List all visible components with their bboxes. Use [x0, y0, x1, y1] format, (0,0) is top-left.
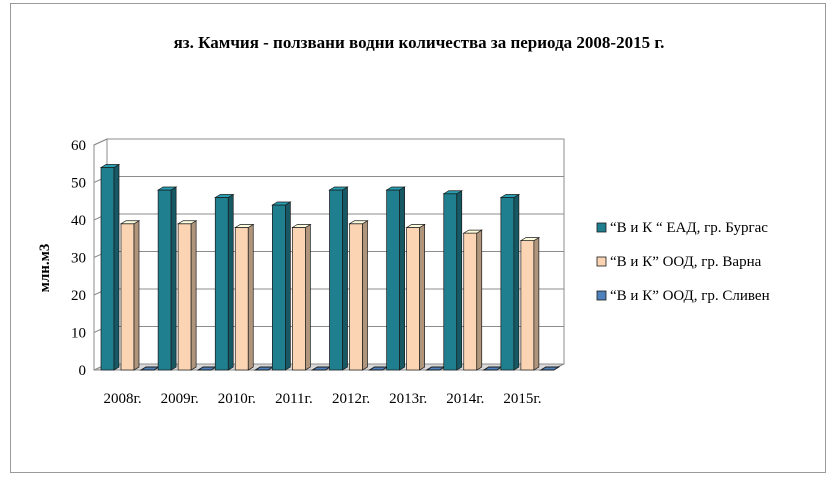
- bar-top: [119, 220, 141, 225]
- bar: [442, 190, 464, 371]
- bar-side: [342, 186, 348, 371]
- x-tick-label: 2013г.: [389, 391, 427, 407]
- y-tick-label: 50: [71, 176, 86, 192]
- x-tick-label: 2014г.: [446, 391, 484, 407]
- bar: [328, 186, 349, 371]
- chart-frame: яз. Камчия - ползвани водни количества з…: [10, 3, 826, 473]
- bar-front: [463, 232, 478, 371]
- bar-front: [292, 227, 306, 371]
- bar-top: [385, 186, 406, 191]
- bar-side: [285, 201, 291, 371]
- x-tick-label: 2012г.: [332, 391, 370, 407]
- bar: [213, 193, 235, 371]
- bar-front: [120, 223, 135, 371]
- bar-top: [291, 224, 312, 228]
- legend: “В и К “ ЕАД, гр. Бургас “В и К” ООД, гр.…: [596, 220, 770, 304]
- legend-item: “В и К “ ЕАД, гр. Бургас: [596, 220, 768, 236]
- bar-side: [170, 186, 177, 371]
- bar-side: [113, 163, 120, 371]
- bar: [99, 163, 121, 371]
- y-tick-label: 0: [79, 363, 87, 379]
- bar: [119, 220, 141, 371]
- plot-area: 0 10 20 30 40 50 60 2008г. 2009г. 2010г. 2011г. 201…: [71, 138, 565, 407]
- bar: [233, 223, 255, 371]
- bar-top: [271, 201, 292, 206]
- bar-side: [227, 193, 234, 371]
- bar: [271, 201, 292, 371]
- bar-front: [234, 227, 249, 371]
- bar-front: [500, 197, 515, 371]
- bar-top: [233, 224, 255, 228]
- bar-side: [456, 190, 463, 371]
- legend-swatch: [596, 222, 607, 233]
- legend-label: “В и К “ ЕАД, гр. Бургас: [610, 220, 768, 236]
- legend-label: “В и К” ООД, гр. Варна: [610, 254, 762, 270]
- bar-top: [462, 229, 484, 234]
- bar-side: [305, 223, 311, 371]
- bar: [348, 220, 369, 371]
- x-tick-label: 2008г.: [103, 391, 141, 407]
- y-tick-label: 40: [71, 213, 86, 229]
- bar-front: [386, 189, 400, 371]
- gridline: [93, 138, 564, 146]
- bar: [385, 186, 406, 371]
- bar-top: [519, 237, 541, 241]
- legend-item: “В и К” ООД, гр. Сливен: [596, 288, 770, 304]
- bar-top: [539, 366, 561, 371]
- bar-side: [513, 193, 520, 371]
- bar-side: [247, 223, 254, 371]
- bar-side: [190, 220, 197, 371]
- bar-top: [442, 190, 464, 195]
- bar-front: [520, 240, 535, 371]
- bar-top: [348, 220, 369, 225]
- bar-top: [328, 186, 349, 191]
- bar: [539, 366, 561, 371]
- y-tick-label: 60: [71, 138, 86, 154]
- x-tick-label: 2015г.: [503, 391, 541, 407]
- legend-swatch: [596, 256, 607, 267]
- bar-front: [349, 223, 363, 371]
- x-tick-label: 2010г.: [218, 391, 256, 407]
- bar-side: [419, 223, 425, 371]
- bar: [519, 237, 541, 371]
- bar-side: [362, 220, 368, 371]
- bar-side: [133, 220, 140, 371]
- bar-top: [156, 186, 178, 191]
- bar-front: [406, 227, 420, 371]
- bar: [176, 220, 198, 371]
- bar: [499, 193, 521, 371]
- x-tick-label: 2009г.: [161, 391, 199, 407]
- x-tick-label: 2011г.: [275, 391, 313, 407]
- bar-top: [176, 220, 198, 225]
- legend-label: “В и К” ООД, гр. Сливен: [610, 288, 770, 304]
- bar-front: [214, 197, 229, 371]
- y-axis-title: млн.м3: [37, 244, 53, 293]
- bar-side: [399, 186, 405, 371]
- bar-top: [213, 194, 235, 198]
- bar-front: [157, 189, 172, 371]
- bar-front: [177, 223, 192, 371]
- bar: [291, 223, 312, 371]
- bar-chart: яз. Камчия - ползвани водни количества з…: [37, 33, 770, 407]
- bar-top: [499, 194, 521, 198]
- bar-front: [272, 204, 286, 371]
- chart-title: яз. Камчия - ползвани водни количества з…: [174, 33, 665, 52]
- legend-item: “В и К” ООД, гр. Варна: [596, 254, 762, 270]
- bar: [405, 223, 426, 371]
- legend-swatch: [596, 290, 607, 301]
- bar: [156, 186, 178, 371]
- bar-front: [100, 167, 115, 371]
- y-tick-label: 30: [71, 251, 86, 267]
- bar-side: [476, 229, 483, 371]
- y-tick-label: 20: [71, 288, 86, 304]
- bar: [462, 229, 484, 371]
- bar-front: [329, 189, 343, 371]
- bar-top: [99, 164, 121, 168]
- bar-front: [443, 193, 458, 371]
- bar-top: [405, 224, 426, 228]
- bar-side: [533, 237, 540, 371]
- y-tick-label: 10: [71, 326, 86, 342]
